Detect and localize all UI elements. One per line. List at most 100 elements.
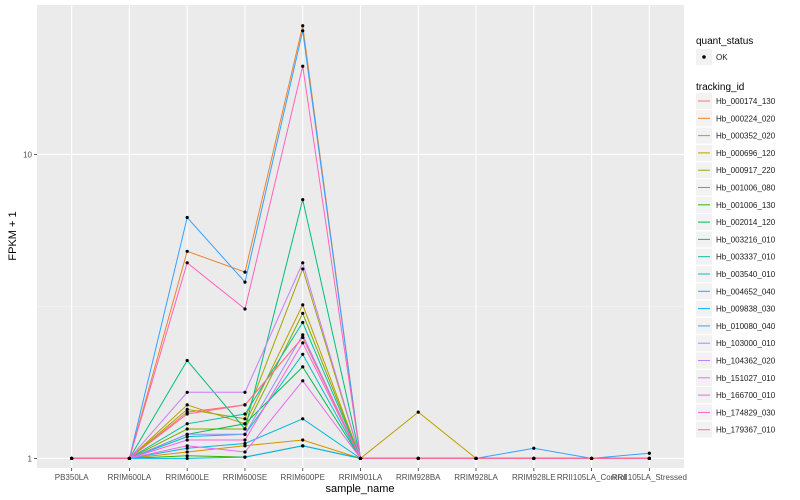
legend-label-Hb_166700_010: Hb_166700_010 [716,391,776,400]
data-point-Hb_000224_020 [301,24,305,28]
data-point-Hb_004652_040 [185,446,189,450]
data-point-Hb_004652_040 [243,441,247,446]
data-point-Hb_151027_010 [185,444,189,448]
legend-label-Hb_009838_030: Hb_009838_030 [716,305,776,314]
data-point-Hb_179367_010 [301,335,305,340]
x-tick-label: RRIM928BA [396,473,441,482]
data-point-Hb_001006_080 [301,311,305,315]
legend-label-Hb_002014_120: Hb_002014_120 [716,218,776,227]
data-point-Hb_001006_130 [185,454,189,458]
legend-label-Hb_003216_010: Hb_003216_010 [716,235,776,244]
x-tick-label: RRII105LA_Control [557,473,627,482]
legend-label-Hb_174829_030: Hb_174829_030 [716,408,776,417]
data-point-Hb_003216_010 [301,198,305,202]
legend-quant-status: OK [696,49,728,65]
data-point-Hb_179367_010 [243,403,247,407]
data-point-Hb_000224_020 [243,270,247,274]
y-axis: 1 10 [23,150,37,463]
legend-label-Hb_000917_220: Hb_000917_220 [716,166,776,175]
legend-label-Hb_001006_130: Hb_001006_130 [716,201,776,210]
y-tick-label: 10 [23,150,32,159]
x-tick-label: RRIM600LE [165,473,209,482]
x-tick-label: PB350LA [55,473,89,482]
data-point-Hb_179367_010 [416,456,420,461]
data-point-Hb_103000_010 [301,333,305,337]
x-tick-label: RRIM928LA [454,473,498,482]
data-point-Hb_003337_010 [185,422,189,426]
legend-label-Hb_000352_020: Hb_000352_020 [716,132,776,141]
data-point-Hb_179367_010 [70,456,74,461]
data-point-Hb_000917_220 [243,417,247,421]
data-point-Hb_166700_010 [243,438,247,442]
data-point-Hb_104362_020 [301,261,305,265]
data-point-Hb_000224_020 [185,249,189,253]
x-tick-label: RRIM600SE [223,473,267,482]
series-points [70,24,651,461]
legend-label-Hb_103000_010: Hb_103000_010 [716,339,776,348]
data-point-Hb_003337_010 [301,320,305,325]
x-axis-title: sample_name [325,483,394,495]
data-point-Hb_103000_010 [185,432,189,436]
x-tick-label: RRII105LA_Stressed [612,473,687,482]
data-point-Hb_002014_120 [301,365,305,369]
legend: quant_status OK tracking_id Hb_000174_13… [696,36,776,438]
data-point-Hb_003540_010 [185,434,189,439]
legend-tracking-id: Hb_000174_130 Hb_000224_020 Hb_000352_020 H… [696,93,776,438]
data-point-Hb_010080_040 [185,215,189,220]
data-point-Hb_179367_010 [185,412,189,416]
data-point-Hb_010080_040 [301,29,305,33]
data-point-Hb_166700_010 [185,438,189,442]
data-point-Hb_003216_010 [243,427,247,431]
x-tick-label: RRIM600LA [108,473,152,482]
data-point-Hb_000917_220 [185,407,189,411]
data-point-Hb_004652_040 [301,417,305,421]
x-tick-label: RRIM928LE [512,473,556,482]
legend-label-Hb_003540_010: Hb_003540_010 [716,270,776,279]
data-point-Hb_002014_120 [243,422,247,426]
legend-label-Hb_179367_010: Hb_179367_010 [716,426,776,435]
data-point-Hb_000696_120 [301,303,305,307]
legend-label-Hb_003337_010: Hb_003337_010 [716,253,776,262]
data-point-Hb_179367_010 [127,456,132,461]
data-point-Hb_003337_010 [243,412,247,416]
y-axis-title: FPKM + 1 [7,211,19,260]
data-point-Hb_104362_020 [243,390,247,394]
data-point-Hb_179367_010 [358,456,363,461]
x-tick-label: RRIM901LA [339,473,383,482]
data-point-Hb_103000_010 [243,432,247,436]
data-point-Hb_174829_030 [185,261,189,265]
legend-label-Hb_104362_020: Hb_104362_020 [716,357,776,366]
data-point-Hb_179367_010 [474,456,478,461]
legend-label-Hb_000224_020: Hb_000224_020 [716,114,776,123]
legend-quant-status-title: quant_status [696,36,753,47]
data-point-Hb_001006_080 [185,427,189,431]
legend-tracking-id-title: tracking_id [696,82,744,93]
data-point-Hb_010080_040 [647,451,651,455]
legend-key-point [702,55,706,59]
data-point-Hb_009838_030 [185,456,189,461]
data-point-Hb_009838_030 [301,444,305,448]
legend-label-quant-status: OK [716,53,728,62]
y-tick-label: 1 [28,454,33,463]
x-tick-label: RRIM600PE [280,473,324,482]
data-point-Hb_174829_030 [243,307,247,311]
data-point-Hb_151027_010 [243,450,247,454]
data-point-Hb_000352_020 [301,438,305,442]
data-point-Hb_000917_220 [301,267,305,271]
data-point-Hb_104362_020 [185,390,189,394]
legend-label-Hb_000696_120: Hb_000696_120 [716,149,776,158]
x-axis: PB350LA RRIM600LA RRIM600LE RRIM600SE RRIM60… [55,468,687,482]
data-point-Hb_179367_010 [532,456,536,461]
legend-label-Hb_151027_010: Hb_151027_010 [716,374,776,383]
legend-label-Hb_001006_080: Hb_001006_080 [716,184,776,193]
data-point-Hb_179367_010 [647,456,651,461]
data-point-Hb_000352_020 [243,444,247,448]
data-point-Hb_151027_010 [301,379,305,383]
data-point-Hb_009838_030 [243,455,247,459]
data-point-Hb_010080_040 [243,280,247,284]
legend-label-Hb_004652_040: Hb_004652_040 [716,287,776,296]
data-point-Hb_174829_030 [301,64,305,68]
data-point-Hb_166700_010 [301,341,305,345]
legend-label-Hb_000174_130: Hb_000174_130 [716,97,776,106]
